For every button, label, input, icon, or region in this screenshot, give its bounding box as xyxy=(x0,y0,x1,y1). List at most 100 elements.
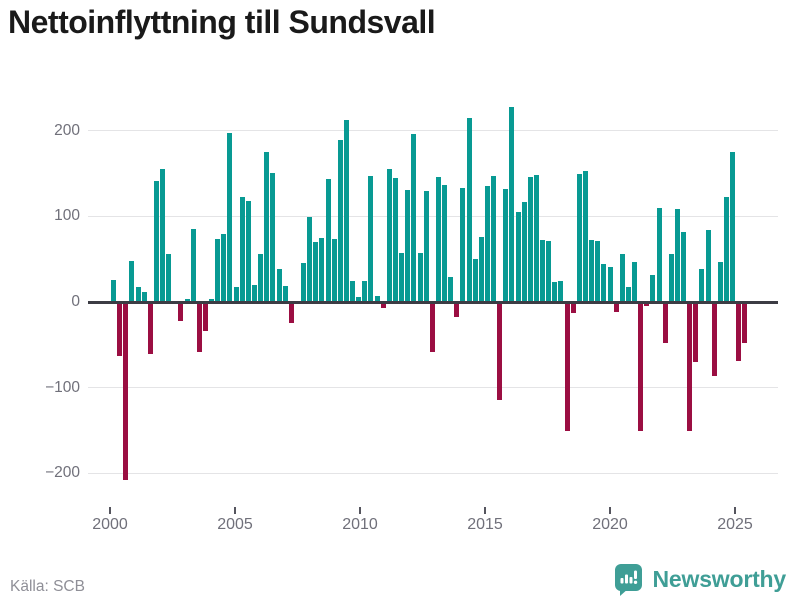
bar-2002Q1 xyxy=(160,169,166,302)
bar-2020Q1 xyxy=(601,264,607,302)
bar-2015Q2 xyxy=(484,185,490,302)
bar-2007Q1 xyxy=(282,285,288,302)
bar-2023Q3 xyxy=(687,302,693,432)
bar-2019Q4 xyxy=(595,241,601,302)
x-axis-label-2025: 2025 xyxy=(717,516,753,533)
bar-2000Q2 xyxy=(117,302,123,356)
x-axis-tick-2025 xyxy=(734,507,736,514)
bar-2018Q1 xyxy=(552,282,558,302)
bar-2016Q4 xyxy=(521,201,527,302)
x-axis-tick-2010 xyxy=(359,507,361,514)
newsworthy-logo-icon xyxy=(614,564,642,596)
bar-2013Q3 xyxy=(442,184,448,302)
y-axis-label-200: 200 xyxy=(54,121,80,139)
bar-2000Q1 xyxy=(111,279,116,302)
bar-2023Q4 xyxy=(693,302,699,362)
newsworthy-logo: Newsworthy xyxy=(613,562,786,596)
bar-2015Q4 xyxy=(497,302,503,400)
bar-2006Q1 xyxy=(258,254,264,302)
bar-2016Q1 xyxy=(503,189,509,302)
bar-2012Q4 xyxy=(423,190,429,302)
gridline-y-100 xyxy=(88,215,778,217)
bar-2010Q2 xyxy=(362,281,368,302)
bar-2002Q4 xyxy=(178,302,184,321)
x-axis-label-2000: 2000 xyxy=(92,516,128,533)
bar-2001Q2 xyxy=(141,291,147,302)
bar-2000Q3 xyxy=(123,302,129,481)
bar-2024Q4 xyxy=(717,261,723,302)
bar-2006Q2 xyxy=(264,152,270,302)
bar-2020Q3 xyxy=(613,302,619,313)
bar-2016Q3 xyxy=(515,212,521,302)
bar-2024Q2 xyxy=(705,230,711,302)
bar-2002Q2 xyxy=(166,254,172,302)
bar-2008Q2 xyxy=(313,242,319,302)
bar-2003Q2 xyxy=(190,229,196,302)
bar-2004Q2 xyxy=(215,238,221,302)
x-axis-tick-2005 xyxy=(234,507,236,514)
bar-2013Q4 xyxy=(448,277,454,302)
bar-2012Q3 xyxy=(417,253,423,302)
bar-2001Q1 xyxy=(135,287,141,302)
bar-2020Q4 xyxy=(619,254,625,302)
bar-2025Q4 xyxy=(742,302,748,344)
bar-2019Q1 xyxy=(576,174,582,302)
bar-2021Q2 xyxy=(632,261,638,302)
bar-2005Q3 xyxy=(245,200,251,302)
bar-2023Q2 xyxy=(681,231,687,302)
bar-2011Q3 xyxy=(392,177,398,302)
bar-2006Q4 xyxy=(276,269,282,302)
bar-2008Q1 xyxy=(307,217,313,302)
bar-2012Q1 xyxy=(405,189,411,302)
bar-2014Q4 xyxy=(472,259,478,302)
bar-2012Q2 xyxy=(411,134,417,302)
y-axis-label--200: −200 xyxy=(45,464,80,482)
bar-2011Q2 xyxy=(386,169,392,302)
y-axis-label--100: −100 xyxy=(45,378,80,396)
bar-2017Q2 xyxy=(533,175,539,302)
source-label: Källa: SCB xyxy=(10,578,85,595)
bar-2000Q4 xyxy=(129,260,135,302)
bar-2008Q4 xyxy=(325,178,331,302)
bar-2023Q1 xyxy=(674,208,680,302)
x-axis-tick-2000 xyxy=(109,507,111,514)
chart-title: Nettoinflyttning till Sundsvall xyxy=(8,4,436,40)
bar-2014Q3 xyxy=(466,117,472,302)
bar-2007Q2 xyxy=(288,302,294,323)
bar-2005Q2 xyxy=(239,196,245,302)
x-axis-label-2020: 2020 xyxy=(592,516,628,533)
bar-2004Q4 xyxy=(227,133,233,302)
bar-2017Q4 xyxy=(546,241,552,302)
bar-2019Q3 xyxy=(589,239,595,302)
bar-2003Q1 xyxy=(184,298,190,302)
y-axis-label-0: 0 xyxy=(71,293,80,310)
bar-2014Q2 xyxy=(460,188,466,302)
gridline-y--100 xyxy=(88,387,778,389)
bar-2025Q3 xyxy=(736,302,742,362)
bar-2009Q1 xyxy=(331,238,337,302)
bar-2009Q2 xyxy=(337,140,343,302)
bar-2010Q1 xyxy=(356,296,362,302)
bar-2001Q4 xyxy=(153,181,159,302)
bar-2013Q2 xyxy=(435,177,441,302)
bar-2006Q3 xyxy=(270,172,276,302)
bar-2013Q1 xyxy=(429,302,435,352)
bar-2005Q4 xyxy=(251,284,257,302)
bar-2022Q1 xyxy=(650,274,656,302)
bar-2025Q2 xyxy=(730,152,736,302)
bar-2021Q3 xyxy=(638,302,644,432)
bar-2022Q2 xyxy=(656,207,662,302)
x-axis-tick-2020 xyxy=(609,507,611,514)
bar-2011Q1 xyxy=(380,302,386,308)
bar-2024Q1 xyxy=(699,268,705,302)
bar-2009Q4 xyxy=(350,280,356,302)
bar-2004Q3 xyxy=(221,234,227,302)
bar-2018Q2 xyxy=(558,280,564,302)
bar-2003Q4 xyxy=(202,302,208,332)
bar-2019Q2 xyxy=(583,171,588,302)
bar-2021Q4 xyxy=(644,302,650,307)
bar-2007Q4 xyxy=(301,262,307,302)
bar-2021Q1 xyxy=(625,286,631,302)
